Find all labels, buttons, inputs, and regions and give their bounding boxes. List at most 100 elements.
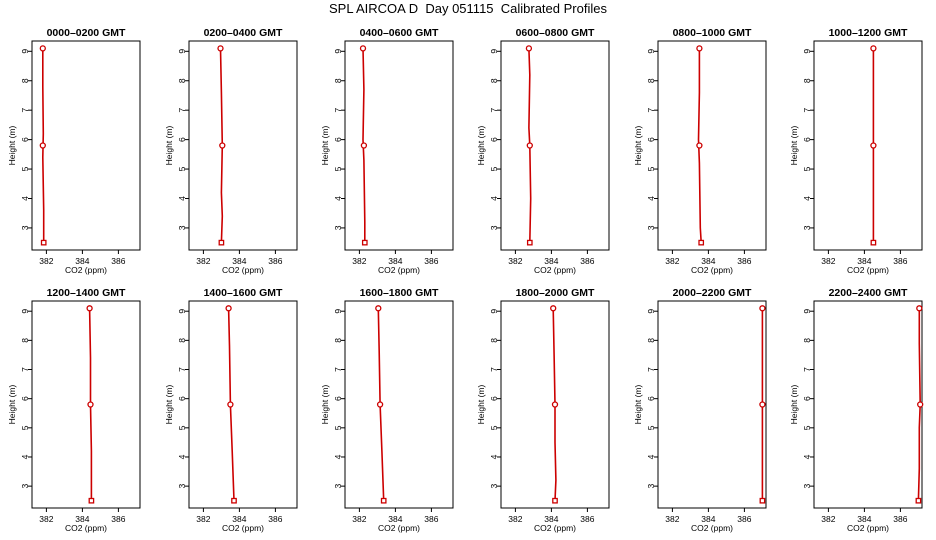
y-tick-label: 3 [333, 225, 343, 230]
x-tick-label: 384 [544, 514, 558, 524]
x-tick-label: 382 [821, 514, 835, 524]
y-tick-label: 3 [20, 225, 30, 230]
y-tick-label: 5 [489, 166, 499, 171]
panel-title: 1000–1200 GMT [829, 27, 908, 39]
x-axis-label: CO2 (ppm) [65, 265, 107, 275]
x-tick-label: 386 [580, 256, 594, 266]
x-tick-label: 384 [75, 514, 89, 524]
y-axis-label: Height (m) [476, 126, 486, 166]
panel-title: 0800–1000 GMT [673, 27, 752, 39]
profile-line [697, 48, 702, 243]
y-tick-label: 7 [20, 367, 30, 372]
plot-frame [657, 300, 767, 509]
x-tick-label: 386 [111, 256, 125, 266]
x-tick-label: 386 [268, 256, 282, 266]
profile-panel: 0400–0600 GMT 382 384 386 CO2 (ppm) 3 4 5 6 7 8 9 He… [320, 27, 454, 275]
y-tick-label: 7 [177, 367, 187, 372]
data-point [526, 142, 533, 149]
y-axis-label: Height (m) [789, 385, 799, 425]
panel-title: 0400–0600 GMT [360, 27, 439, 39]
x-tick-label: 386 [737, 256, 751, 266]
y-tick-label: 4 [646, 196, 656, 201]
x-tick-label: 386 [893, 514, 907, 524]
panel-title: 0600–0800 GMT [516, 27, 595, 39]
data-point [361, 239, 368, 246]
y-tick-label: 3 [802, 484, 812, 489]
x-tick-label: 384 [75, 256, 89, 266]
y-tick-label: 5 [646, 166, 656, 171]
x-tick-label: 386 [424, 514, 438, 524]
y-tick-label: 6 [646, 396, 656, 401]
y-axis-label: Height (m) [164, 126, 174, 166]
y-tick-label: 7 [802, 108, 812, 113]
data-point [227, 401, 234, 408]
data-point [698, 239, 705, 246]
x-tick-label: 384 [544, 256, 558, 266]
data-point [696, 142, 703, 149]
y-tick-label: 7 [489, 367, 499, 372]
y-tick-label: 9 [333, 49, 343, 54]
data-point [217, 45, 224, 52]
x-tick-label: 382 [508, 514, 522, 524]
x-tick-label: 382 [196, 256, 210, 266]
y-tick-label: 7 [489, 108, 499, 113]
y-tick-label: 4 [489, 196, 499, 201]
profile-panel: 1600–1800 GMT 382 384 386 CO2 (ppm) 3 4 5 6 7 8 9 He… [320, 287, 454, 533]
y-axis-label: Height (m) [476, 385, 486, 425]
x-tick-label: 382 [665, 256, 679, 266]
y-tick-label: 7 [20, 108, 30, 113]
y-tick-label: 7 [333, 367, 343, 372]
x-axis-label: CO2 (ppm) [65, 523, 107, 533]
y-tick-label: 7 [177, 108, 187, 113]
plot-frame [344, 40, 454, 251]
x-tick-label: 384 [388, 514, 402, 524]
profile-panel: 1200–1400 GMT 382 384 386 CO2 (ppm) 3 4 5 6 7 8 9 He… [7, 287, 141, 533]
y-tick-label: 5 [177, 425, 187, 430]
y-axis-label: Height (m) [320, 126, 330, 166]
y-tick-label: 8 [489, 338, 499, 343]
x-tick-label: 386 [268, 514, 282, 524]
y-tick-label: 6 [489, 396, 499, 401]
y-tick-label: 7 [646, 108, 656, 113]
x-axis-label: CO2 (ppm) [534, 523, 576, 533]
y-tick-label: 9 [802, 309, 812, 314]
profile-panel: 2000–2200 GMT 382 384 386 CO2 (ppm) 3 4 5 6 7 8 9 He… [633, 287, 767, 533]
data-point [88, 497, 95, 504]
x-tick-label: 384 [388, 256, 402, 266]
data-point [360, 142, 368, 149]
y-tick-label: 4 [20, 454, 30, 459]
y-tick-label: 8 [646, 338, 656, 343]
x-tick-label: 382 [39, 256, 53, 266]
y-tick-label: 7 [802, 367, 812, 372]
y-tick-label: 4 [177, 196, 187, 201]
profile-panel: 2200–2400 GMT 382 384 386 CO2 (ppm) 3 4 5 6 7 8 9 He… [789, 287, 924, 533]
y-tick-label: 5 [177, 166, 187, 171]
profile-panel: 1800–2000 GMT 382 384 386 CO2 (ppm) 3 4 5 6 7 8 9 He… [476, 287, 610, 533]
y-tick-label: 4 [489, 454, 499, 459]
y-tick-label: 9 [646, 309, 656, 314]
y-tick-label: 8 [20, 78, 30, 83]
panel-title: 0000–0200 GMT [47, 27, 126, 39]
y-tick-label: 8 [177, 78, 187, 83]
y-tick-label: 3 [646, 225, 656, 230]
y-tick-label: 9 [489, 309, 499, 314]
y-tick-label: 3 [646, 484, 656, 489]
data-point [551, 401, 559, 408]
y-tick-label: 9 [20, 309, 30, 314]
plot-frame [813, 300, 923, 509]
y-tick-label: 9 [646, 49, 656, 54]
x-tick-label: 386 [893, 256, 907, 266]
y-tick-label: 3 [802, 225, 812, 230]
x-tick-label: 386 [111, 514, 125, 524]
data-point [550, 305, 557, 312]
panel-title: 0200–0400 GMT [204, 27, 283, 39]
data-point [696, 45, 703, 52]
profile-line [552, 308, 557, 501]
y-tick-label: 8 [333, 338, 343, 343]
y-tick-label: 3 [333, 484, 343, 489]
panel-title: 2000–2200 GMT [673, 287, 752, 299]
data-point [916, 305, 923, 312]
data-point [759, 305, 766, 312]
profile-line [917, 308, 922, 501]
